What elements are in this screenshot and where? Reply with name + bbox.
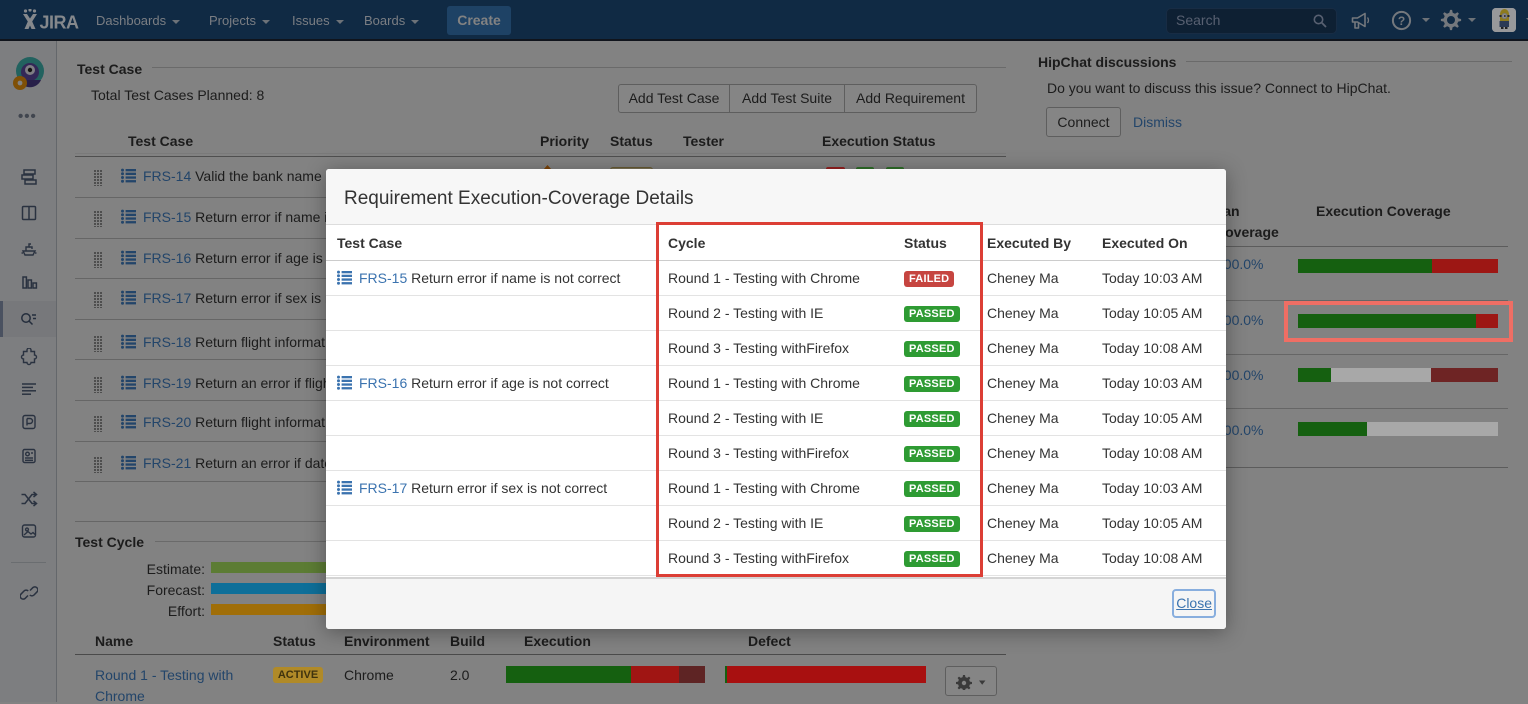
svg-text:?: ? bbox=[1398, 14, 1405, 28]
svg-text:JIRA: JIRA bbox=[40, 13, 80, 33]
